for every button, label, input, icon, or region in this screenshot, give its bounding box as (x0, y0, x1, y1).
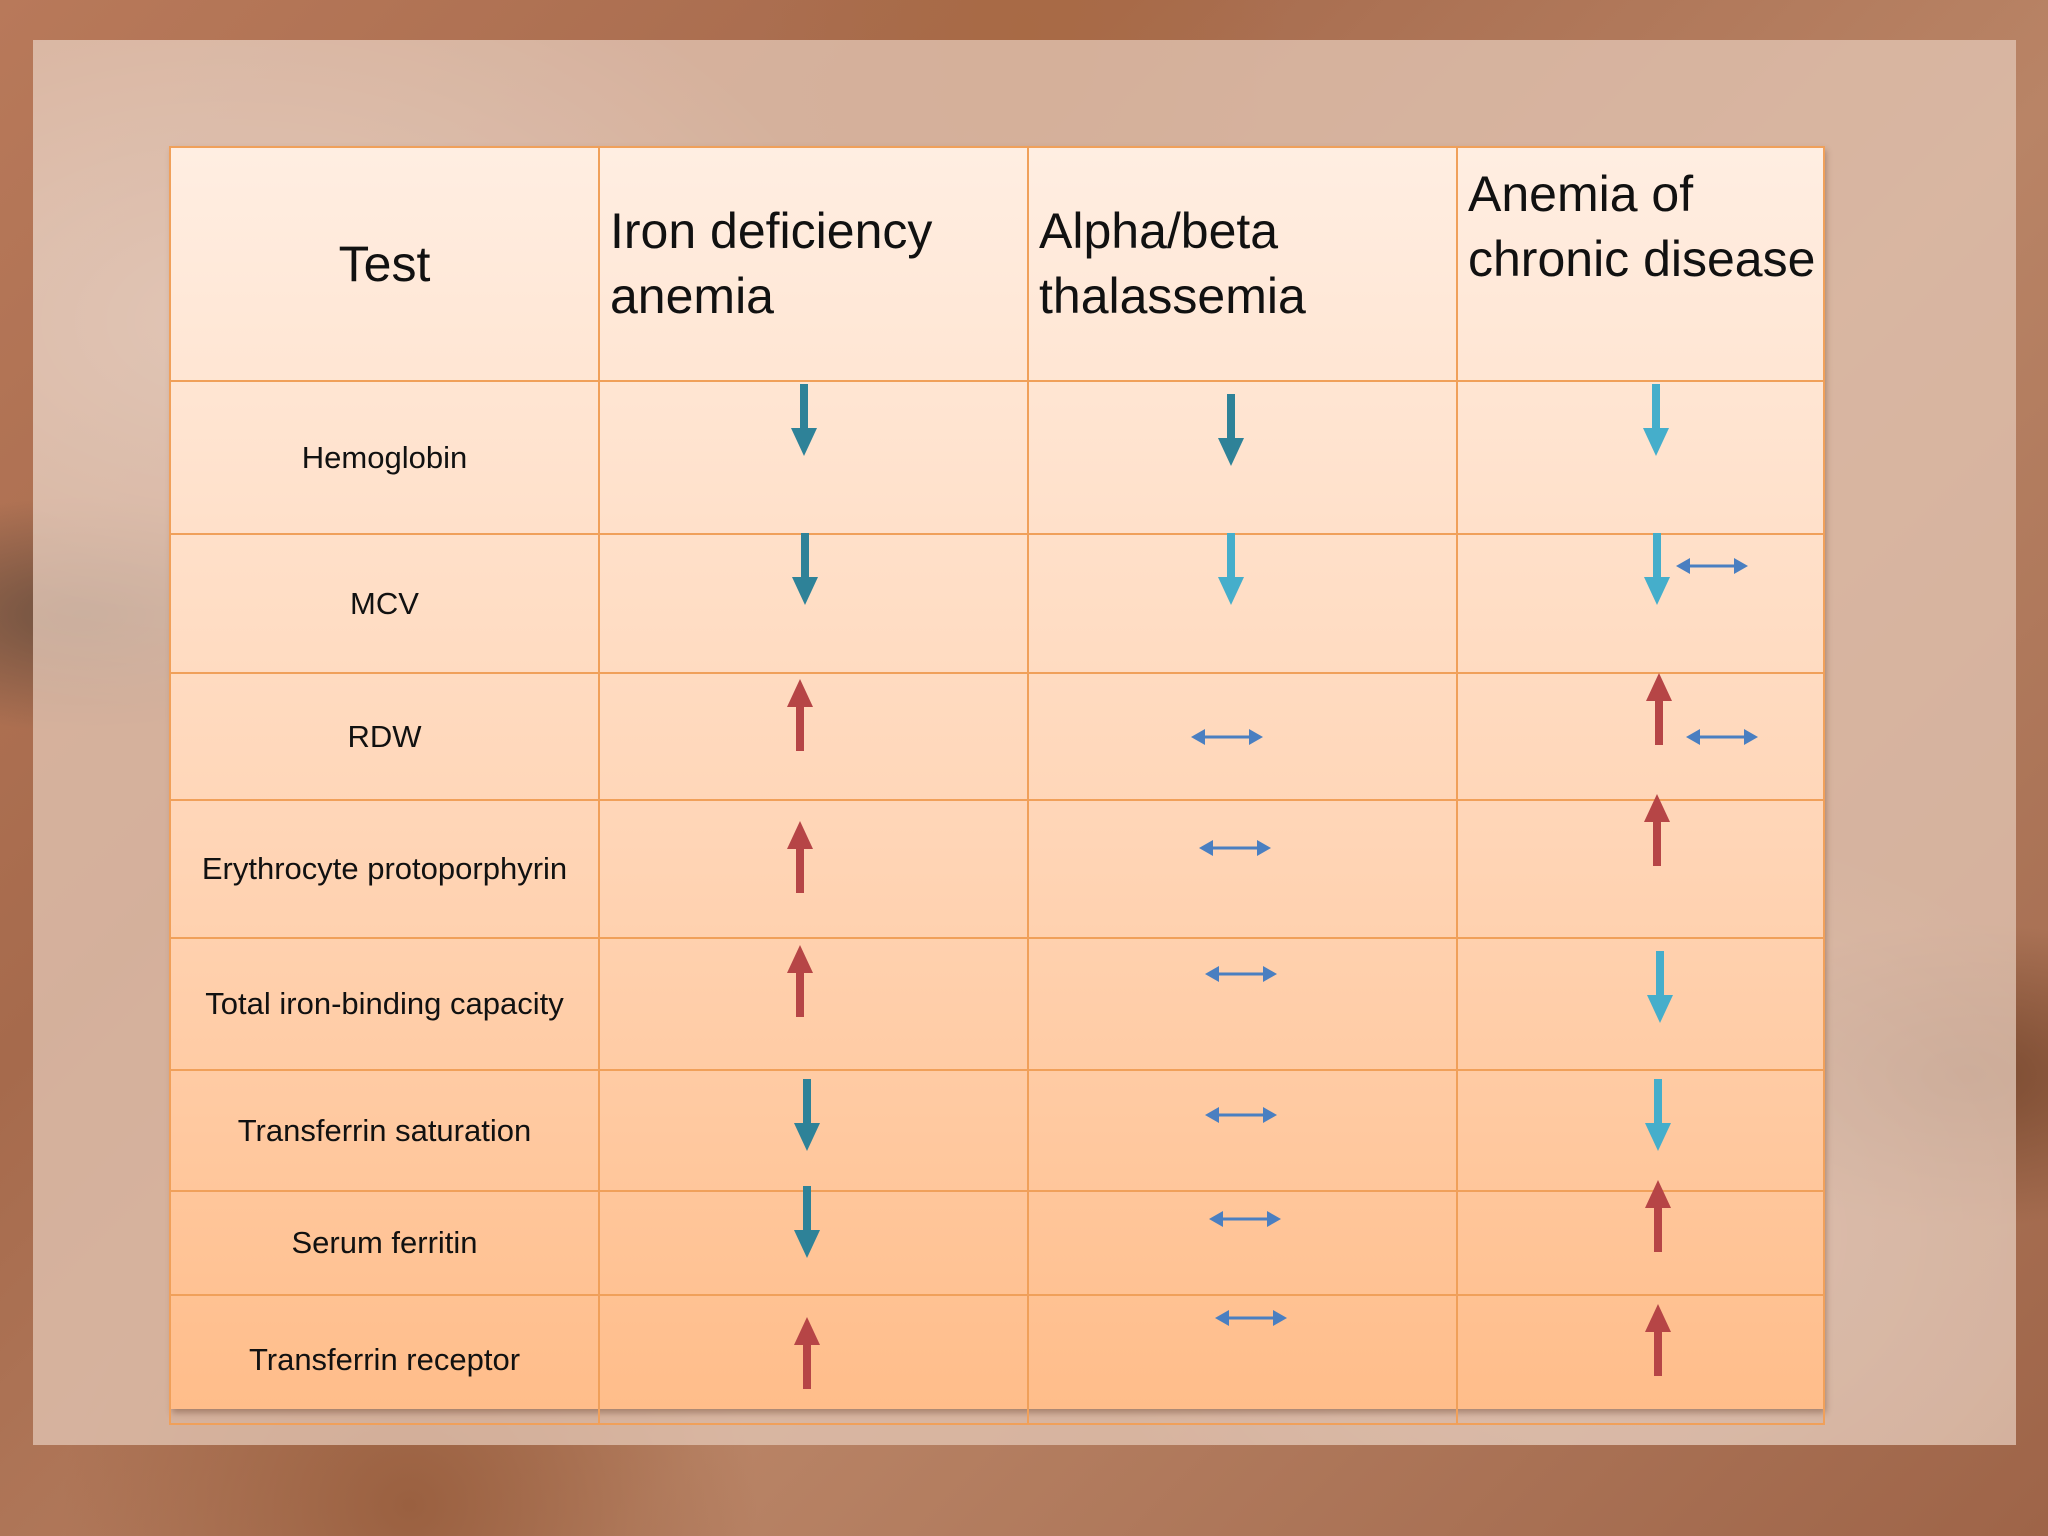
test-label: Total iron-binding capacity (169, 937, 600, 1071)
up-arrow-icon (786, 945, 814, 1017)
chronic-disease-cell (1456, 1294, 1825, 1425)
chronic-disease-cell (1456, 380, 1825, 535)
double-arrow-icon (1209, 1209, 1281, 1229)
chronic-disease-cell (1456, 1180, 1825, 1296)
down-arrow-icon (793, 1079, 821, 1151)
down-arrow-icon (791, 533, 819, 605)
double-arrow-icon (1215, 1308, 1287, 1328)
test-label: Erythrocyte protoporphyrin (169, 799, 600, 939)
table-row-erythrocyte-protoporphyrin: Erythrocyte protoporphyrin (169, 794, 1825, 939)
down-arrow-icon (1217, 533, 1245, 605)
iron-deficiency-cell (598, 533, 1029, 674)
up-arrow-icon (786, 821, 814, 893)
down-arrow-icon (1642, 384, 1670, 456)
test-label: MCV (169, 533, 600, 674)
iron-deficiency-cell (598, 1186, 1029, 1296)
thalassemia-cell (1027, 380, 1458, 535)
up-arrow-icon (1645, 673, 1673, 745)
up-arrow-icon (1643, 794, 1671, 866)
thalassemia-cell (1027, 1190, 1458, 1296)
thalassemia-cell (1027, 672, 1458, 801)
thalassemia-cell (1027, 937, 1458, 1071)
thalassemia-cell (1027, 533, 1458, 674)
slide-background: Test Iron deficiency anemia Alpha/beta t… (33, 40, 2016, 1445)
iron-deficiency-cell (598, 1294, 1029, 1425)
table-row-total-iron-binding-capacity: Total iron-binding capacity (169, 937, 1825, 1071)
test-label: Serum ferritin (169, 1190, 600, 1296)
chronic-disease-cell (1456, 794, 1825, 939)
up-arrow-icon (793, 1317, 821, 1389)
header-test: Test (169, 146, 600, 382)
double-arrow-icon (1191, 727, 1263, 747)
header-iron-deficiency: Iron deficiency anemia (598, 146, 1029, 382)
chronic-disease-cell (1456, 672, 1825, 801)
up-arrow-icon (786, 679, 814, 751)
table-row-rdw: RDW (169, 672, 1825, 801)
down-arrow-icon (1644, 1079, 1672, 1151)
test-label: Transferrin receptor (169, 1294, 600, 1425)
iron-deficiency-cell (598, 937, 1029, 1071)
test-label: Hemoglobin (169, 380, 600, 535)
chronic-disease-cell (1456, 937, 1825, 1071)
header-row: Test Iron deficiency anemia Alpha/beta t… (169, 146, 1825, 382)
test-label: Transferrin saturation (169, 1069, 600, 1192)
double-arrow-icon (1676, 556, 1748, 576)
iron-deficiency-cell (598, 672, 1029, 801)
down-arrow-icon (1646, 951, 1674, 1023)
iron-deficiency-cell (598, 799, 1029, 939)
down-arrow-icon (790, 384, 818, 456)
down-arrow-icon (793, 1186, 821, 1258)
double-arrow-icon (1205, 964, 1277, 984)
thalassemia-cell (1027, 799, 1458, 939)
double-arrow-icon (1686, 727, 1758, 747)
table-row-mcv: MCV (169, 533, 1825, 674)
up-arrow-icon (1644, 1180, 1672, 1252)
double-arrow-icon (1205, 1105, 1277, 1125)
up-arrow-icon (1644, 1304, 1672, 1376)
table-row-serum-ferritin: Serum ferritin (169, 1180, 1825, 1296)
table-row-hemoglobin: Hemoglobin (169, 380, 1825, 535)
double-arrow-icon (1199, 838, 1271, 858)
iron-deficiency-cell (598, 1069, 1029, 1192)
down-arrow-icon (1217, 394, 1245, 466)
chronic-disease-cell (1456, 533, 1825, 674)
thalassemia-cell (1027, 1069, 1458, 1192)
header-thalassemia: Alpha/beta thalassemia (1027, 146, 1458, 382)
comparison-table: Test Iron deficiency anemia Alpha/beta t… (169, 146, 1825, 1425)
chronic-disease-cell (1456, 1069, 1825, 1192)
table-row-transferrin-saturation: Transferrin saturation (169, 1069, 1825, 1192)
table-row-transferrin-receptor: Transferrin receptor (169, 1294, 1825, 1425)
header-chronic-disease: Anemia of chronic disease (1456, 146, 1825, 382)
iron-deficiency-cell (598, 380, 1029, 535)
test-label: RDW (169, 672, 600, 801)
down-arrow-icon (1643, 533, 1671, 605)
thalassemia-cell (1027, 1294, 1458, 1425)
